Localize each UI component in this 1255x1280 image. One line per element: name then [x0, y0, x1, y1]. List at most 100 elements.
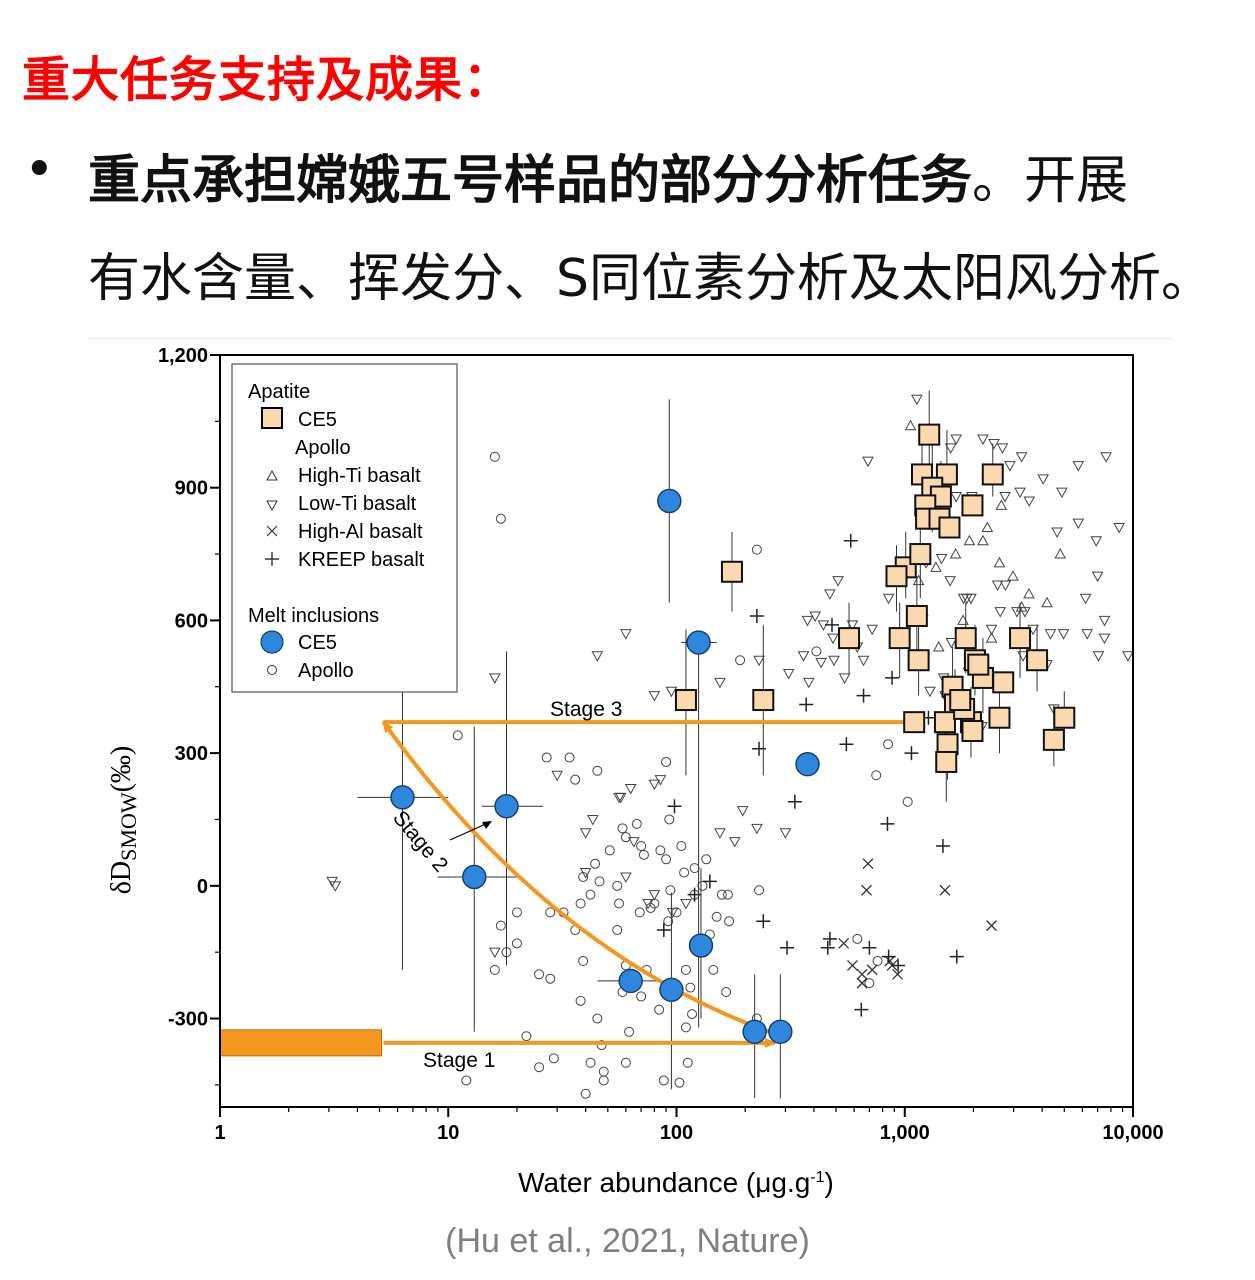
high-ti-basalt-point — [1041, 596, 1053, 608]
apatite-ce5-point — [909, 543, 932, 566]
kreep-basalt-point — [880, 816, 895, 831]
stage2-arrow — [381, 720, 770, 1034]
apollo-melt-inclusion-point — [852, 933, 863, 944]
kreep-basalt-point — [799, 697, 814, 712]
apatite-ce5-point — [933, 711, 956, 734]
apollo-melt-inclusion-point — [634, 907, 645, 918]
melt-ce5-point — [659, 977, 684, 1002]
kreep-basalt-point — [780, 940, 795, 955]
apollo-melt-inclusion-point — [679, 867, 690, 878]
apatite-ce5-point — [903, 711, 926, 734]
low-ti-basalt-point — [586, 814, 599, 826]
legend-melt-apollo-marker — [267, 665, 277, 675]
low-ti-basalt-point — [882, 593, 895, 605]
low-ti-basalt-point — [714, 677, 726, 689]
bullet-rest-text: 。开展 — [972, 151, 1129, 211]
low-ti-basalt-point — [728, 837, 741, 848]
low-ti-basalt-point — [551, 770, 564, 782]
low-ti-basalt-point — [648, 691, 661, 702]
apollo-melt-inclusion-point — [489, 964, 500, 975]
melt-ce5-point — [742, 1019, 767, 1044]
apollo-melt-inclusion-point — [614, 898, 625, 909]
apatite-ce5-point — [752, 689, 775, 712]
kreep-basalt-point — [824, 617, 839, 632]
melt-ce5-point — [494, 794, 519, 819]
low-ti-basalt-point — [827, 633, 839, 645]
x-tick-label: 1 — [214, 1122, 225, 1144]
low-ti-basalt-point — [1051, 527, 1063, 538]
x-axis-label: Water abundance (μg.g-1) — [518, 1167, 834, 1198]
high-al-basalt-point — [856, 968, 868, 980]
legend-apatite-ce5-marker — [261, 407, 283, 429]
separator-line — [88, 338, 1173, 339]
low-ti-basalt-point — [828, 655, 840, 667]
low-ti-basalt-point — [857, 655, 870, 667]
scatter-chart: 1 10 100 1,000 10,000 1,200 900 600 300 0 -300 Wat… — [106, 345, 1164, 1198]
apollo-melt-inclusion-point — [722, 889, 733, 900]
low-ti-basalt-point — [753, 655, 765, 667]
y-tick-label: 1,200 — [158, 345, 208, 367]
apollo-melt-inclusion-point — [545, 973, 556, 984]
apollo-melt-inclusion-point — [636, 841, 647, 852]
apatite-ce5-point — [949, 689, 972, 712]
apollo-melt-inclusion-point — [564, 752, 575, 763]
low-ti-basalt-point — [1015, 452, 1028, 463]
apollo-melt-inclusion-point — [590, 858, 601, 869]
melt-ce5-point — [618, 968, 643, 994]
high-ti-basalt-point — [912, 574, 925, 586]
kreep-basalt-point — [885, 670, 900, 685]
apatite-ce5-point — [720, 560, 743, 583]
low-ti-basalt-point — [1092, 651, 1105, 662]
apollo-melt-inclusion-point — [902, 796, 913, 807]
high-ti-basalt-point — [1015, 601, 1028, 612]
apatite-ce5-point — [885, 565, 908, 588]
apollo-melt-inclusion-point — [638, 849, 649, 860]
low-ti-basalt-point — [751, 823, 763, 835]
apollo-melt-inclusion-point — [452, 730, 463, 741]
low-ti-basalt-point — [591, 651, 604, 662]
kreep-basalt-point — [822, 931, 837, 946]
kreep-basalt-point — [856, 688, 871, 703]
apollo-melt-inclusion-point — [594, 876, 605, 887]
kreep-basalt-point — [935, 839, 950, 854]
kreep-basalt-point — [881, 949, 896, 964]
legend-kreep-marker — [265, 552, 279, 566]
apollo-melt-inclusion-point — [754, 885, 765, 896]
apollo-melt-inclusion-point — [585, 1057, 596, 1068]
y-tick-label: 600 — [175, 610, 208, 632]
apollo-melt-inclusion-point — [676, 841, 687, 852]
low-ti-basalt-point — [1023, 496, 1036, 508]
apollo-melt-inclusion-point — [495, 513, 506, 524]
apollo-melt-inclusion-point — [592, 1013, 603, 1024]
melt-ce5-point — [688, 933, 714, 958]
apollo-melt-inclusion-point — [575, 898, 586, 909]
apollo-melt-inclusion-point — [585, 889, 596, 900]
high-ti-basalt-point — [963, 534, 976, 546]
low-ti-basalt-point — [627, 837, 640, 848]
y-axis-label: δDSMOW(‰) — [106, 746, 141, 895]
high-ti-basalt-point — [1054, 548, 1067, 559]
x-tick-label: 1,000 — [880, 1122, 930, 1144]
low-ti-basalt-point — [815, 657, 827, 669]
apollo-melt-inclusion-point — [685, 982, 696, 993]
apatite-ce5-point — [954, 627, 977, 650]
kreep-basalt-point — [749, 608, 764, 623]
low-ti-basalt-point — [924, 686, 936, 698]
apollo-melt-inclusion-point — [596, 1040, 607, 1051]
legend: Apatite CE5 Apollo High-Ti basalt Low-Ti… — [231, 363, 458, 693]
low-ti-basalt-point — [977, 434, 989, 446]
melt-ce5-point — [795, 751, 820, 777]
stage1-label: Stage 1 — [423, 1049, 495, 1072]
low-ti-basalt-point — [1056, 487, 1068, 499]
apollo-melt-inclusion-point — [687, 1009, 698, 1020]
apollo-melt-inclusion-point — [811, 646, 822, 657]
apollo-melt-inclusion-point — [680, 964, 691, 975]
high-ti-basalt-point — [1023, 587, 1035, 599]
apatite-ce5-point — [981, 463, 1004, 486]
apollo-melt-inclusion-point — [689, 863, 700, 874]
legend-melt-apollo-label: Apollo — [298, 660, 354, 682]
apatite-ce5-point — [992, 671, 1015, 694]
low-ti-basalt-point — [1004, 461, 1016, 472]
low-ti-basalt-point — [488, 947, 501, 959]
legend-high-ti-marker — [266, 469, 278, 481]
